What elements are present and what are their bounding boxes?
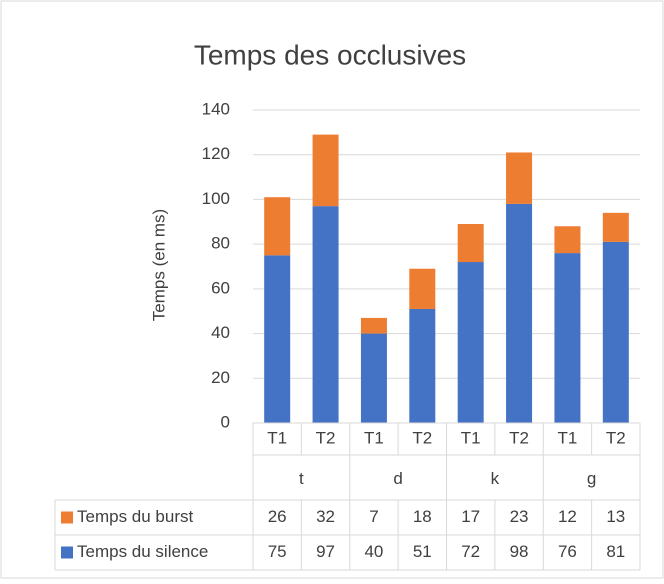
bar-segment xyxy=(457,262,484,423)
table-value: 32 xyxy=(316,507,335,526)
bar-segment xyxy=(506,152,533,204)
legend-label: Temps du burst xyxy=(77,507,193,526)
table-value: 12 xyxy=(558,507,577,526)
bar-segment xyxy=(602,212,629,242)
bar-segment xyxy=(457,224,484,263)
bar-segment xyxy=(409,268,436,309)
x-tick-label: T2 xyxy=(316,428,336,447)
bar-segment xyxy=(360,317,387,334)
table-value: 72 xyxy=(461,542,480,561)
table-value: 26 xyxy=(268,507,287,526)
y-tick-label: 100 xyxy=(202,189,230,208)
x-group-label: t xyxy=(299,469,304,488)
x-group-label: g xyxy=(587,469,596,488)
table-value: 18 xyxy=(413,507,432,526)
x-tick-label: T2 xyxy=(412,428,432,447)
y-tick-label: 40 xyxy=(211,323,230,342)
bar-segment xyxy=(554,253,581,423)
bar-segment xyxy=(409,308,436,423)
table-value: 17 xyxy=(461,507,480,526)
bar-segment xyxy=(312,206,339,423)
y-tick-label: 0 xyxy=(221,412,230,431)
x-tick-label: T1 xyxy=(364,428,384,447)
table-value: 51 xyxy=(413,542,432,561)
x-tick-label: T2 xyxy=(606,428,626,447)
y-tick-label: 80 xyxy=(211,234,230,253)
table-value: 75 xyxy=(268,542,287,561)
x-tick-label: T1 xyxy=(267,428,287,447)
y-tick-label: 60 xyxy=(211,278,230,297)
table-value: 13 xyxy=(606,507,625,526)
table-value: 81 xyxy=(606,542,625,561)
table-value: 97 xyxy=(316,542,335,561)
table-value: 40 xyxy=(364,542,383,561)
bar-segment xyxy=(506,203,533,423)
table-value: 7 xyxy=(369,507,378,526)
bar-segment xyxy=(602,241,629,423)
legend-label: Temps du silence xyxy=(77,542,208,561)
legend-swatch xyxy=(61,511,73,524)
x-tick-label: T2 xyxy=(509,428,529,447)
bar-segment xyxy=(264,255,291,423)
bar-segment xyxy=(264,197,291,256)
y-axis-title: Temps (en ms) xyxy=(149,209,168,321)
y-tick-label: 20 xyxy=(211,368,230,387)
table-value: 98 xyxy=(510,542,529,561)
x-tick-label: T1 xyxy=(558,428,578,447)
bar-segment xyxy=(554,226,581,254)
y-tick-label: 140 xyxy=(202,99,230,118)
chart-title: Temps des occlusives xyxy=(194,39,466,70)
bar-segment xyxy=(360,333,387,423)
y-tick-label: 120 xyxy=(202,144,230,163)
x-tick-label: T1 xyxy=(461,428,481,447)
x-group-label: k xyxy=(491,469,500,488)
table-value: 76 xyxy=(558,542,577,561)
legend-swatch xyxy=(61,546,73,559)
x-group-label: d xyxy=(393,469,402,488)
table-value: 23 xyxy=(510,507,529,526)
bar-segment xyxy=(312,134,339,207)
